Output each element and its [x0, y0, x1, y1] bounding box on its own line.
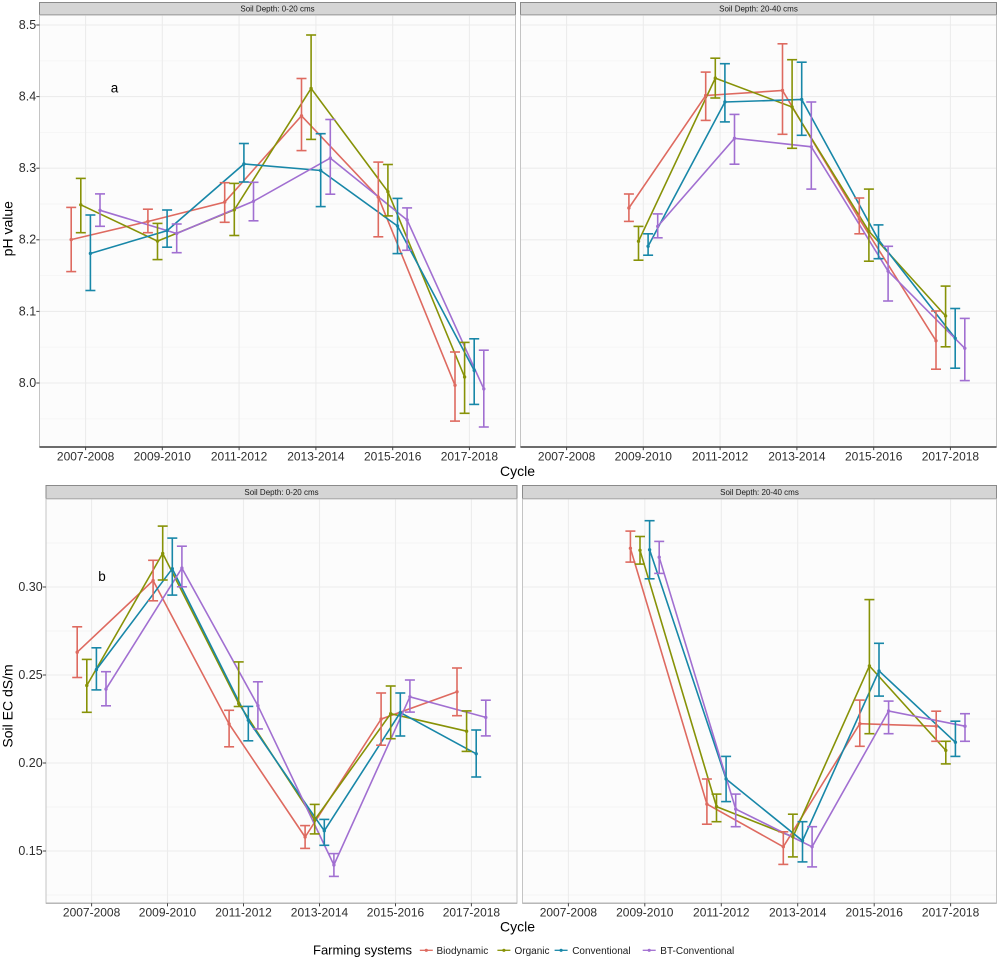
- svg-text:2009-2010: 2009-2010: [134, 450, 192, 464]
- svg-text:0.25: 0.25: [18, 668, 42, 682]
- svg-text:0.30: 0.30: [18, 580, 42, 594]
- svg-text:8.1: 8.1: [19, 304, 36, 318]
- svg-text:2015-2016: 2015-2016: [845, 450, 903, 464]
- svg-text:2013-2014: 2013-2014: [291, 906, 349, 920]
- svg-text:2017-2018: 2017-2018: [922, 450, 980, 464]
- svg-text:2007-2008: 2007-2008: [538, 450, 596, 464]
- svg-text:Soil Depth: 20-40 cms: Soil Depth: 20-40 cms: [719, 4, 798, 13]
- svg-text:2009-2010: 2009-2010: [616, 906, 674, 920]
- svg-text:2009-2010: 2009-2010: [139, 906, 197, 920]
- svg-text:Biodynamic: Biodynamic: [437, 946, 489, 957]
- svg-text:2011-2012: 2011-2012: [693, 906, 750, 920]
- svg-text:Cycle: Cycle: [500, 463, 535, 479]
- svg-text:2015-2016: 2015-2016: [364, 450, 422, 464]
- svg-text:0.20: 0.20: [18, 756, 42, 770]
- svg-text:2017-2018: 2017-2018: [441, 450, 499, 464]
- svg-text:2017-2018: 2017-2018: [443, 906, 501, 920]
- svg-text:2013-2014: 2013-2014: [287, 450, 345, 464]
- svg-text:2015-2016: 2015-2016: [846, 906, 904, 920]
- svg-text:2017-2018: 2017-2018: [922, 906, 980, 920]
- svg-text:BT-Conventional: BT-Conventional: [660, 946, 734, 957]
- svg-text:8.0: 8.0: [19, 376, 36, 390]
- svg-text:Cycle: Cycle: [500, 919, 535, 935]
- svg-text:8.4: 8.4: [19, 90, 36, 104]
- svg-text:2013-2014: 2013-2014: [769, 906, 827, 920]
- svg-text:Soil Depth: 20-40 cms: Soil Depth: 20-40 cms: [720, 488, 799, 497]
- svg-text:8.3: 8.3: [19, 161, 36, 175]
- svg-text:2011-2012: 2011-2012: [215, 906, 272, 920]
- svg-text:2007-2008: 2007-2008: [57, 450, 115, 464]
- svg-text:2015-2016: 2015-2016: [367, 906, 425, 920]
- svg-text:2013-2014: 2013-2014: [768, 450, 826, 464]
- svg-text:2009-2010: 2009-2010: [615, 450, 673, 464]
- svg-text:0.15: 0.15: [18, 844, 42, 858]
- svg-text:2011-2012: 2011-2012: [211, 450, 268, 464]
- svg-text:8.5: 8.5: [19, 18, 36, 32]
- svg-text:b: b: [98, 569, 106, 584]
- svg-text:pH value: pH value: [0, 201, 16, 256]
- svg-text:Soil EC dS/m: Soil EC dS/m: [0, 664, 16, 747]
- svg-text:Farming systems: Farming systems: [313, 943, 412, 958]
- svg-text:2011-2012: 2011-2012: [692, 450, 749, 464]
- svg-text:Soil Depth: 0-20 cms: Soil Depth: 0-20 cms: [244, 488, 318, 497]
- svg-text:Organic: Organic: [515, 946, 550, 957]
- svg-text:2007-2008: 2007-2008: [63, 906, 121, 920]
- svg-text:8.2: 8.2: [19, 233, 36, 247]
- svg-text:a: a: [111, 81, 119, 96]
- svg-text:Soil Depth: 0-20 cms: Soil Depth: 0-20 cms: [240, 4, 314, 13]
- svg-text:2007-2008: 2007-2008: [540, 906, 598, 920]
- svg-text:Conventional: Conventional: [572, 946, 630, 957]
